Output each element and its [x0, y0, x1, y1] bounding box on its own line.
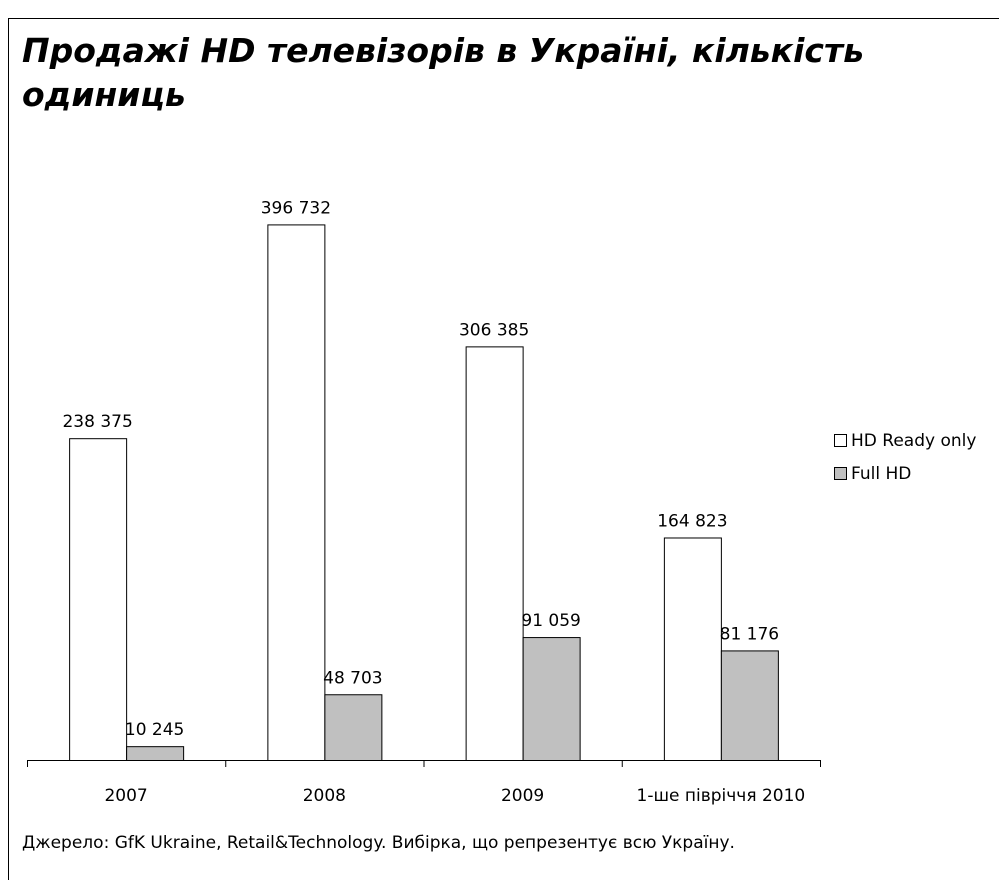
x-tick-label: 2008 — [303, 786, 346, 806]
value-label: 164 823 — [657, 511, 727, 531]
value-label: 396 732 — [261, 198, 331, 218]
bar — [465, 346, 524, 761]
legend-swatch — [834, 467, 847, 480]
bar — [267, 224, 326, 761]
bar — [720, 650, 779, 762]
value-label: 81 176 — [720, 624, 779, 644]
chart-title: Продажі HD телевізорів в Україні, кількі… — [22, 31, 864, 114]
bar — [522, 637, 581, 762]
bar — [324, 694, 383, 762]
value-label: 91 059 — [521, 611, 580, 631]
legend-swatch — [834, 434, 847, 447]
value-label: 238 375 — [62, 412, 132, 432]
bar — [126, 746, 185, 761]
value-label: 48 703 — [323, 668, 382, 688]
source-note: Джерело: GfK Ukraine, Retail&Technology.… — [22, 833, 735, 853]
value-label: 10 245 — [125, 720, 184, 740]
x-tick-label: 2009 — [501, 786, 544, 806]
bar — [69, 438, 128, 761]
x-tick-label: 1-ше півріччя 2010 — [637, 786, 806, 806]
legend-label: HD Ready only — [851, 431, 976, 451]
value-label: 306 385 — [459, 320, 529, 340]
chart-border — [8, 18, 999, 880]
bar — [663, 537, 722, 761]
legend-label: Full HD — [851, 464, 911, 484]
x-tick-label: 2007 — [104, 786, 147, 806]
